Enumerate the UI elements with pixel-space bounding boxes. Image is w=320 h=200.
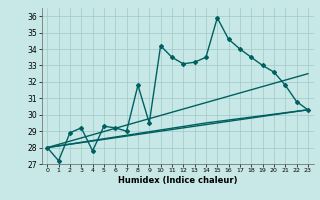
X-axis label: Humidex (Indice chaleur): Humidex (Indice chaleur) <box>118 176 237 185</box>
